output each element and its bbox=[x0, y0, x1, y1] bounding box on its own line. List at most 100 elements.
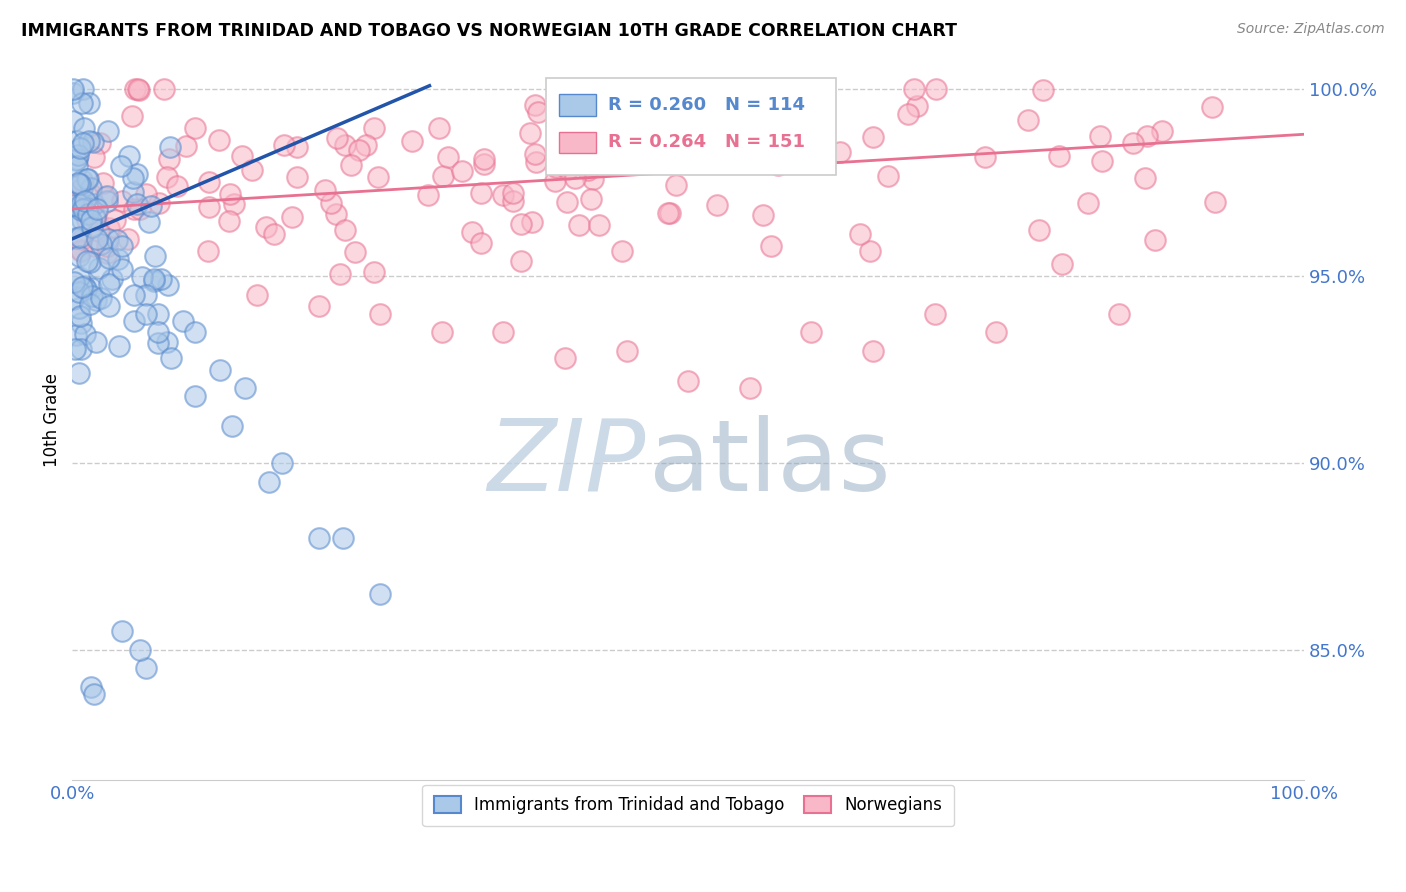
Point bbox=[122, 314, 145, 328]
Point bbox=[73, 202, 96, 216]
Point bbox=[70, 95, 93, 110]
Point bbox=[69, 309, 91, 323]
Point bbox=[90, 291, 112, 305]
Point bbox=[333, 138, 356, 153]
Point bbox=[197, 176, 219, 190]
Point bbox=[555, 195, 578, 210]
Point bbox=[576, 162, 599, 177]
Point bbox=[96, 189, 118, 203]
Point bbox=[325, 206, 347, 220]
Point bbox=[79, 255, 101, 269]
Point bbox=[557, 162, 579, 177]
Point bbox=[110, 159, 132, 173]
Point bbox=[344, 245, 367, 260]
Point bbox=[368, 586, 391, 600]
Point bbox=[148, 306, 170, 320]
Point bbox=[131, 269, 153, 284]
Point bbox=[70, 181, 93, 195]
Point bbox=[510, 218, 533, 232]
Point bbox=[83, 211, 105, 225]
Point bbox=[72, 213, 94, 227]
Point bbox=[69, 316, 91, 330]
Point bbox=[73, 120, 96, 135]
Point bbox=[122, 171, 145, 186]
Point bbox=[76, 213, 98, 227]
Point bbox=[657, 206, 679, 220]
Point bbox=[432, 169, 454, 183]
Point bbox=[69, 141, 91, 155]
Point bbox=[70, 197, 93, 211]
FancyBboxPatch shape bbox=[547, 78, 837, 175]
Point bbox=[105, 233, 128, 247]
Point bbox=[333, 223, 356, 237]
Point bbox=[326, 130, 349, 145]
Point bbox=[367, 169, 389, 184]
Point bbox=[363, 121, 385, 136]
Point bbox=[524, 155, 547, 169]
Point bbox=[524, 146, 547, 161]
Point bbox=[222, 196, 245, 211]
Point bbox=[218, 186, 240, 201]
Point bbox=[122, 186, 145, 200]
Point bbox=[67, 249, 90, 263]
Point bbox=[67, 285, 90, 300]
Point bbox=[706, 198, 728, 212]
Point bbox=[676, 374, 699, 388]
Point bbox=[259, 475, 281, 489]
Point bbox=[1077, 195, 1099, 210]
Point bbox=[76, 171, 98, 186]
Point bbox=[63, 342, 86, 356]
Point bbox=[527, 105, 550, 120]
Point bbox=[155, 170, 177, 185]
Point bbox=[166, 178, 188, 193]
Point bbox=[80, 281, 103, 295]
Text: N = 114: N = 114 bbox=[725, 96, 806, 114]
Point bbox=[1028, 223, 1050, 237]
Point bbox=[546, 161, 568, 175]
Point bbox=[77, 171, 100, 186]
Point bbox=[174, 139, 197, 153]
Point bbox=[233, 381, 256, 395]
Point bbox=[270, 456, 292, 470]
Point bbox=[720, 115, 742, 129]
Point bbox=[65, 328, 87, 343]
Point bbox=[72, 136, 94, 150]
Point bbox=[665, 178, 688, 192]
Point bbox=[183, 121, 205, 136]
Point bbox=[568, 218, 591, 232]
Point bbox=[76, 253, 98, 268]
Point bbox=[127, 82, 149, 96]
Point bbox=[427, 121, 450, 136]
Point bbox=[614, 108, 637, 122]
Point bbox=[117, 232, 139, 246]
Point bbox=[1201, 100, 1223, 114]
Point bbox=[84, 335, 107, 350]
Point bbox=[143, 249, 166, 263]
Point bbox=[135, 288, 157, 302]
Point bbox=[329, 268, 352, 282]
Point bbox=[349, 143, 371, 157]
Point bbox=[62, 86, 84, 100]
Point bbox=[502, 194, 524, 209]
Point bbox=[66, 134, 89, 148]
Point bbox=[124, 82, 146, 96]
Point bbox=[523, 98, 546, 112]
Point bbox=[973, 150, 995, 164]
Point bbox=[1121, 136, 1143, 150]
Point bbox=[107, 252, 129, 266]
Point bbox=[66, 148, 89, 162]
Point bbox=[862, 130, 884, 145]
Point bbox=[470, 235, 492, 250]
Point bbox=[104, 213, 127, 227]
Point bbox=[89, 224, 111, 238]
Point bbox=[368, 306, 391, 320]
Point bbox=[96, 239, 118, 253]
Point bbox=[152, 82, 174, 96]
Point bbox=[89, 136, 111, 151]
Point bbox=[62, 82, 84, 96]
Point bbox=[616, 343, 638, 358]
Point bbox=[70, 203, 93, 218]
Point bbox=[69, 177, 91, 191]
Point bbox=[69, 244, 91, 259]
Point bbox=[172, 314, 194, 328]
